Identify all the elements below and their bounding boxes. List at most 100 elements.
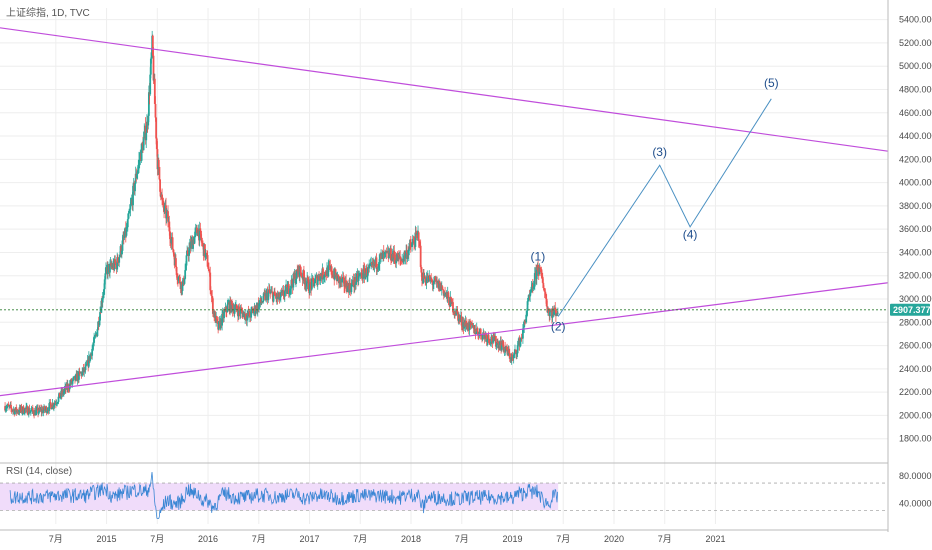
candle-body [306,277,309,280]
candle-body [268,289,271,293]
candle-body [516,353,518,355]
candle-body [110,262,113,267]
candle-body [527,294,530,301]
candle-body [404,253,407,259]
candle-body [258,302,261,304]
candle-body [46,410,49,413]
trendline [0,27,889,152]
candle-body [399,256,402,260]
candle-body [138,159,141,161]
candle-body [418,240,421,244]
candle-body [455,309,458,315]
candle-body [271,291,274,293]
candle-body [186,250,189,254]
candle-body [78,371,81,373]
candle-body [550,311,553,312]
candle-body [120,246,123,255]
candle-body [440,283,443,290]
candle-body [37,407,39,414]
candle-body [221,313,224,326]
candle-body [45,407,48,413]
candle-body [156,149,159,170]
candle-body [545,294,547,299]
candle-body [452,302,454,313]
candle-body [386,251,388,253]
candle-body [157,160,160,167]
candle-body [365,268,368,277]
candle-body [533,273,536,287]
candle-body [152,55,155,81]
candle-body [362,268,365,279]
candle-body [44,409,47,411]
x-tick-label: 7月 [150,534,164,544]
candle-body [358,274,361,277]
candle-body [434,277,437,279]
candle-body [522,328,524,339]
candle-body [200,238,203,243]
candle-body [366,275,369,277]
candle-body [37,412,40,414]
chart-title: 上证综指, 1D, TVC [6,6,90,19]
candle-body [432,282,435,285]
candle-body [23,408,26,414]
candle-body [87,356,90,367]
candle-body [510,356,513,361]
y-tick-label: 4400.0000 [899,131,932,141]
candle-body [215,316,218,320]
candle-body [390,248,392,261]
candle-body [508,349,510,353]
candle-body [539,267,541,269]
candle-body [380,254,382,256]
wave-label: (1) [531,250,546,264]
candle-body [393,250,396,258]
candle-body [194,231,196,237]
candle-body [74,374,77,381]
candle-body [537,264,539,272]
candle-body [364,273,367,279]
candle-body [281,290,284,293]
rsi-line [9,471,558,519]
candle-body [450,298,453,304]
candle-body [383,252,386,255]
candle-body [92,342,95,347]
candle-body [68,388,70,390]
candle-body [192,240,194,249]
candle-body [471,322,474,325]
candle-body [130,202,132,206]
candle-body [385,250,388,253]
candle-body [343,286,346,288]
candle-body [265,293,268,301]
candle-body [465,320,468,326]
candle-body [409,242,412,247]
candle-body [508,352,511,359]
candle-body [320,274,322,276]
candle-body [272,294,275,302]
candle-body [190,241,192,249]
candle-body [478,332,481,336]
candle-body [432,284,435,286]
candle-body [168,221,171,232]
candle-body [492,335,495,337]
candle-body [116,257,119,263]
candle-body [252,310,255,314]
candle-body [467,323,470,330]
candle-body [244,313,247,319]
candle-body [240,309,243,313]
candle-body [118,257,121,263]
candle-body [163,205,166,212]
candle-body [12,410,14,412]
candle-body [120,250,123,255]
candle-body [147,115,150,126]
y-tick-label: 4000.0000 [899,178,932,188]
candle-body [289,288,291,294]
candle-body [541,276,544,283]
candle-body [262,300,264,303]
candle-body [382,252,384,259]
candle-body [260,297,262,303]
candle-body [210,293,213,297]
y-tick-label: 5000.0000 [899,61,932,71]
candle-body [277,296,280,299]
candle-body [417,232,420,241]
